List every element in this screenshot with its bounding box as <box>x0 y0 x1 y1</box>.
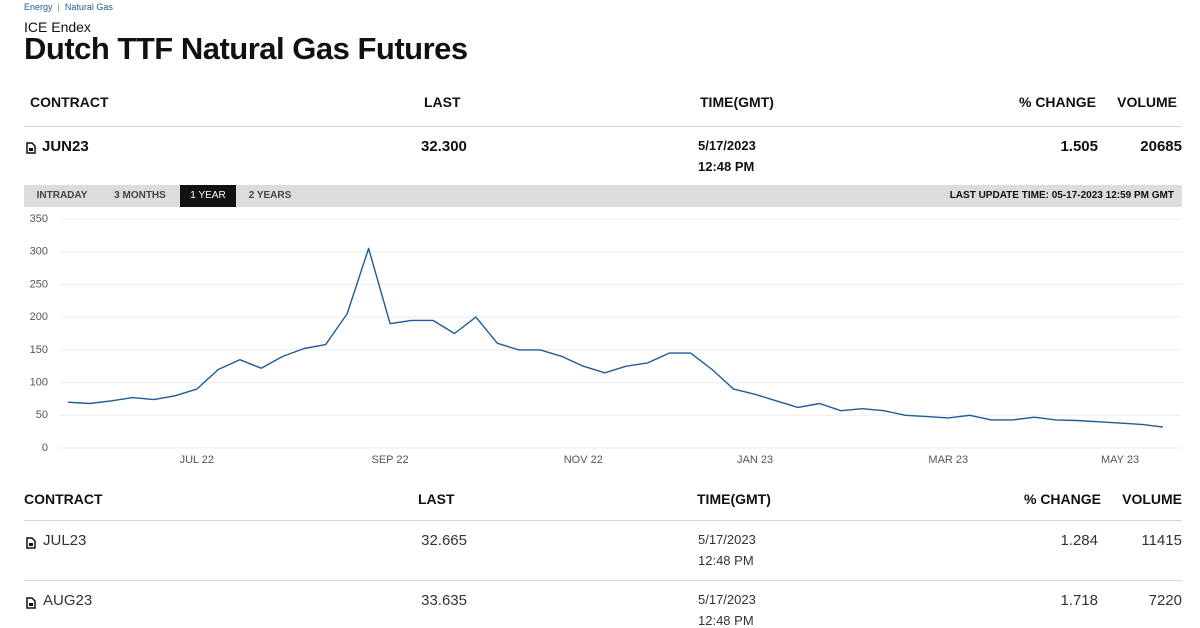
last-update: LAST UPDATE TIME: 05-17-2023 12:59 PM GM… <box>949 190 1174 201</box>
column-header: LAST <box>424 94 461 110</box>
trade-date: 5/17/2023 <box>698 592 756 607</box>
tab[interactable]: 2 YEARS <box>248 190 292 201</box>
column-header: LAST <box>418 491 455 507</box>
trade-date: 5/17/2023 <box>698 532 756 547</box>
contract-link[interactable]: AUG23 <box>43 592 93 609</box>
column-header: TIME(GMT) <box>700 94 774 110</box>
contract-link[interactable]: JUN23 <box>42 138 89 155</box>
doc-icon <box>26 142 36 154</box>
contract-link[interactable]: JUL23 <box>43 532 87 549</box>
breadcrumb: Energy | Natural Gas <box>24 2 113 12</box>
x-tick-label: SEP 22 <box>372 454 409 466</box>
column-header: VOLUME <box>1122 491 1182 507</box>
price-line <box>67 247 1164 428</box>
trade-time: 12:48 PM <box>698 553 754 568</box>
column-header: TIME(GMT) <box>697 491 771 507</box>
y-tick-label: 150 <box>30 344 48 356</box>
column-header: VOLUME <box>1117 94 1177 110</box>
x-tick-label: NOV 22 <box>564 454 603 466</box>
doc-icon <box>26 536 36 549</box>
pct-change: 1.505 <box>1060 138 1098 155</box>
breadcrumb-link[interactable]: Energy <box>24 2 53 12</box>
tab[interactable]: 1 YEAR <box>180 185 236 207</box>
x-tick-label: JAN 23 <box>737 454 773 466</box>
chart: 0 50 100 150 200 250 300 350 JUL 22 SEP 22 NOV 22 J… <box>30 213 1182 466</box>
y-tick-label: 100 <box>30 376 48 388</box>
doc-icon <box>26 596 36 609</box>
column-header: % CHANGE <box>1023 491 1101 507</box>
y-tick-label: 0 <box>42 442 48 454</box>
y-tick-label: 250 <box>30 278 48 290</box>
column-header: CONTRACT <box>24 491 103 507</box>
last-price: 32.665 <box>421 532 467 549</box>
pct-change: 1.284 <box>1060 532 1098 549</box>
x-tick-label: MAR 23 <box>928 454 968 466</box>
tab-bar <box>24 185 1182 207</box>
exchange: ICE Endex <box>24 19 91 35</box>
separator <box>24 520 1182 521</box>
pct-change: 1.718 <box>1060 592 1098 609</box>
tab[interactable]: INTRADAY <box>36 190 88 201</box>
volume: 7220 <box>1148 592 1182 609</box>
page-title: Dutch TTF Natural Gas Futures <box>24 31 468 66</box>
column-header: CONTRACT <box>30 94 109 110</box>
x-tick-label: MAY 23 <box>1101 454 1139 466</box>
trade-date: 5/17/2023 <box>698 138 756 153</box>
breadcrumb-link[interactable]: Natural Gas <box>64 2 113 12</box>
y-tick-label: 350 <box>30 213 48 225</box>
x-tick-label: JUL 22 <box>180 454 214 466</box>
last-price: 32.300 <box>421 138 467 155</box>
y-tick-label: 200 <box>30 311 48 323</box>
separator <box>24 126 1182 127</box>
trade-time: 12:48 PM <box>698 159 755 174</box>
y-tick-label: 300 <box>30 246 48 258</box>
volume: 20685 <box>1140 138 1182 155</box>
last-price: 33.635 <box>421 592 467 609</box>
tab[interactable]: 3 MONTHS <box>114 190 166 201</box>
breadcrumb-sep: | <box>55 2 63 12</box>
separator <box>24 580 1182 581</box>
column-header: % CHANGE <box>1018 94 1096 110</box>
volume: 11415 <box>1141 532 1182 549</box>
y-tick-label: 50 <box>36 409 48 421</box>
trade-time: 12:48 PM <box>698 613 754 628</box>
